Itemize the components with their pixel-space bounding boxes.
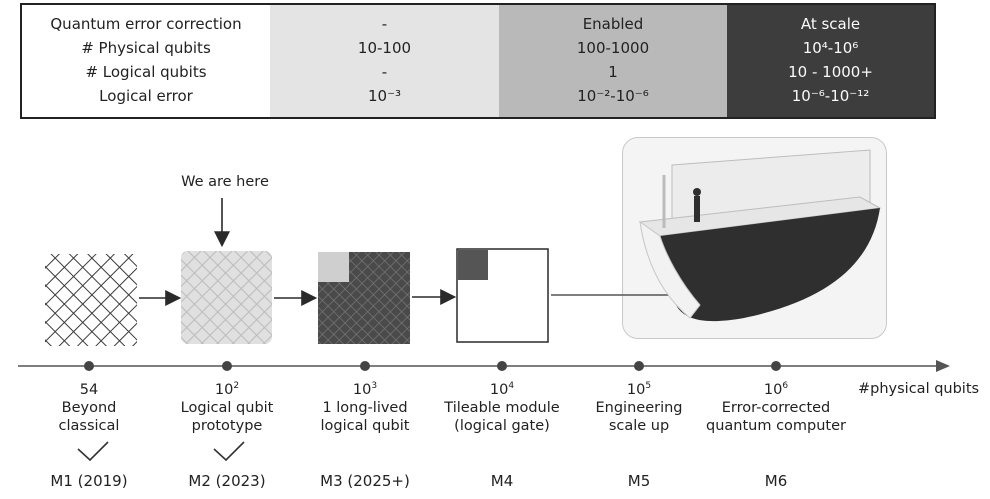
m1-check-icon (77, 441, 109, 462)
milestone-desc-line2: quantum computer (705, 418, 846, 434)
person-silhouette-icon (694, 196, 700, 222)
table-row-labels: Quantum error correction # Physical qubi… (22, 5, 270, 117)
milestone-desc-line1: Engineering (595, 400, 683, 416)
milestone-dot-m5 (634, 361, 644, 371)
milestone-desc-line1: Beyond (61, 400, 117, 416)
milestone-name-m1: M1 (2019) (50, 472, 128, 490)
row-label-qec: Quantum error correction (50, 15, 242, 33)
table-column-early: - 10-100 - 10⁻³ (270, 5, 499, 117)
milestone-desc-line1: Logical qubit (180, 400, 274, 416)
m2-qubit-lattice (181, 251, 272, 344)
milestone-desc-line2: (logical gate) (454, 418, 550, 434)
milestone-dots (84, 361, 781, 371)
milestone-qubits: 106 (763, 381, 789, 399)
milestone-name-m4: M4 (490, 472, 514, 490)
m2-check-icon (213, 441, 245, 462)
milestone-desc-line2: prototype (191, 418, 263, 434)
milestone-qubits: 104 (489, 381, 515, 399)
table-cell: - (381, 63, 388, 81)
table-cell: 1 (608, 63, 618, 81)
table-cell: 10⁴-10⁶ (802, 39, 859, 57)
table-cell: - (381, 15, 388, 33)
milestone-desc-line2: logical qubit (320, 418, 410, 434)
milestone-name-m2: M2 (2023) (188, 472, 266, 490)
milestone-label-m6: 106 Error-corrected quantum computer (691, 381, 861, 435)
milestone-dot-m1 (84, 361, 94, 371)
table-cell: 10 - 1000+ (788, 63, 873, 81)
table-cell: At scale (800, 15, 861, 33)
m1-qubit-lattice (45, 254, 137, 346)
table-cell: 10⁻⁶-10⁻¹² (791, 87, 870, 105)
milestone-qubits: 54 (79, 382, 99, 398)
row-label-logical-error: Logical error (99, 87, 193, 105)
we-are-here-label: We are here (181, 174, 269, 190)
milestone-label-m5: 105 Engineering scale up (554, 381, 724, 435)
milestone-dot-m2 (222, 361, 232, 371)
row-label-physical-qubits: # Physical qubits (81, 39, 211, 57)
m3-logical-qubit-region (318, 252, 349, 282)
quantum-computer-illustration (638, 149, 882, 322)
milestone-dot-m6 (771, 361, 781, 371)
milestone-desc-line1: Error-corrected (721, 400, 831, 416)
milestone-qubits: 103 (352, 381, 378, 399)
milestone-label-m2: 102 Logical qubit prototype (142, 381, 312, 435)
axis-unit-label: #physical qubits (858, 381, 980, 397)
table-cell: 10-100 (357, 39, 412, 57)
milestone-label-m1: 54 Beyond classical (4, 381, 174, 435)
table-column-enabled: Enabled 100-1000 1 10⁻²-10⁻⁶ (499, 5, 727, 117)
milestone-desc-line2: scale up (608, 418, 670, 434)
row-label-logical-qubits: # Logical qubits (85, 63, 207, 81)
table-cell: Enabled (582, 15, 644, 33)
milestone-qubits: 105 (626, 381, 652, 399)
milestone-label-m3: 103 1 long-lived logical qubit (280, 381, 450, 435)
table-cell: 100-1000 (576, 39, 650, 57)
milestone-desc-line2: classical (58, 418, 120, 434)
milestone-name-m5: M5 (627, 472, 651, 490)
milestone-name-m3: M3 (2025+) (320, 472, 410, 490)
milestone-name-m6: M6 (764, 472, 788, 490)
qec-comparison-table: Quantum error correction # Physical qubi… (20, 3, 936, 119)
milestone-dot-m3 (360, 361, 370, 371)
milestone-label-m4: 104 Tileable module (logical gate) (417, 381, 587, 435)
milestone-desc-line1: Tileable module (444, 400, 560, 416)
m4-logical-gate-tile (458, 250, 488, 280)
milestone-dot-m4 (497, 361, 507, 371)
table-cell: 10⁻³ (367, 87, 402, 105)
milestone-desc-line1: 1 long-lived (322, 400, 408, 416)
timeline-arrowhead-icon (936, 360, 950, 372)
table-column-at-scale: At scale 10⁴-10⁶ 10 - 1000+ 10⁻⁶-10⁻¹² (727, 5, 934, 117)
table-cell: 10⁻²-10⁻⁶ (577, 87, 649, 105)
milestone-qubits: 102 (214, 381, 240, 399)
